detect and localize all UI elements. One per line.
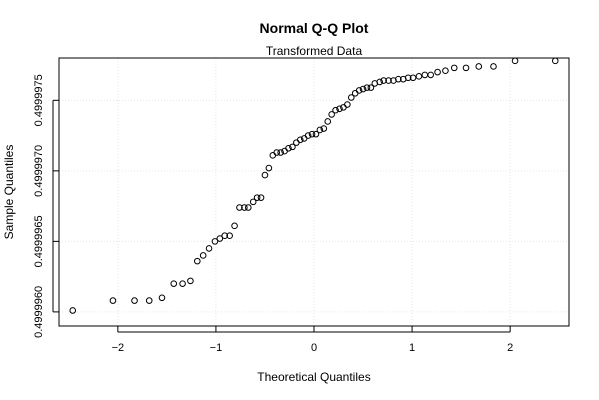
y-tick-label: 0.4999965 bbox=[33, 215, 45, 267]
data-point bbox=[404, 74, 412, 82]
y-axis: 0.4999960 0.4999965 0.4999970 0.4999975 bbox=[33, 74, 59, 338]
data-point bbox=[158, 294, 166, 302]
data-point bbox=[179, 280, 186, 287]
data-point bbox=[359, 85, 367, 93]
data-point bbox=[328, 111, 335, 118]
data-point bbox=[249, 198, 257, 206]
plot-frame bbox=[58, 57, 570, 327]
data-points bbox=[69, 57, 559, 314]
data-point bbox=[236, 204, 243, 211]
data-point bbox=[462, 64, 470, 72]
chart-subtitle: Transformed Data bbox=[266, 44, 363, 58]
data-point bbox=[244, 204, 252, 211]
data-point bbox=[336, 105, 343, 113]
x-axis-label: Theoretical Quantiles bbox=[257, 370, 370, 384]
y-tick-label: 0.4999975 bbox=[33, 74, 45, 126]
data-point bbox=[355, 87, 363, 94]
data-point bbox=[434, 68, 441, 76]
data-point bbox=[221, 232, 229, 240]
data-point bbox=[289, 143, 296, 151]
data-point bbox=[193, 257, 201, 265]
data-point bbox=[395, 75, 402, 83]
data-point bbox=[273, 149, 281, 156]
data-point bbox=[511, 57, 519, 65]
data-point bbox=[312, 130, 320, 138]
data-point bbox=[226, 232, 233, 240]
data-point bbox=[347, 94, 355, 101]
data-point bbox=[385, 77, 392, 84]
data-point bbox=[320, 125, 328, 132]
data-point bbox=[409, 74, 417, 82]
data-point bbox=[475, 63, 483, 70]
data-point bbox=[109, 297, 117, 304]
x-axis: −2 −1 0 1 2 bbox=[112, 326, 513, 354]
data-point bbox=[344, 101, 351, 108]
data-point bbox=[277, 149, 284, 156]
data-point bbox=[253, 194, 261, 201]
x-tick-label: 0 bbox=[311, 342, 317, 354]
y-tick-label: 0.4999970 bbox=[33, 145, 45, 197]
data-point bbox=[269, 152, 277, 159]
data-point bbox=[380, 77, 387, 84]
data-point bbox=[415, 73, 423, 80]
data-point bbox=[293, 139, 300, 146]
data-point bbox=[376, 78, 384, 86]
data-point bbox=[145, 297, 153, 304]
data-point bbox=[308, 130, 316, 138]
data-point bbox=[170, 280, 178, 287]
data-point bbox=[490, 63, 497, 70]
chart-title: Normal Q-Q Plot bbox=[260, 20, 369, 36]
y-tick-label: 0.4999960 bbox=[33, 286, 45, 338]
data-point bbox=[211, 238, 219, 245]
data-point bbox=[257, 194, 265, 201]
x-tick-label: −2 bbox=[112, 342, 125, 354]
data-point bbox=[199, 252, 207, 259]
x-tick-label: 2 bbox=[507, 342, 513, 354]
data-point bbox=[131, 297, 138, 304]
data-point bbox=[363, 84, 371, 91]
x-tick-label: 1 bbox=[409, 342, 415, 354]
grid bbox=[59, 58, 569, 326]
data-point bbox=[304, 132, 312, 139]
data-point bbox=[316, 126, 324, 134]
data-point bbox=[450, 64, 458, 72]
data-point bbox=[351, 89, 359, 97]
data-point bbox=[261, 171, 269, 179]
data-point bbox=[421, 71, 429, 79]
data-point bbox=[427, 71, 435, 79]
data-point bbox=[69, 307, 77, 314]
data-point bbox=[216, 235, 224, 242]
data-point bbox=[205, 245, 213, 252]
data-point bbox=[551, 57, 559, 65]
data-point bbox=[265, 164, 273, 172]
data-point bbox=[285, 144, 292, 152]
data-point bbox=[296, 136, 304, 144]
data-point bbox=[332, 106, 339, 114]
data-point bbox=[241, 204, 248, 211]
data-point bbox=[187, 277, 194, 285]
data-point bbox=[367, 84, 375, 91]
data-point bbox=[231, 222, 238, 230]
data-point bbox=[442, 67, 449, 74]
x-tick-label: −1 bbox=[210, 342, 223, 354]
data-point bbox=[324, 118, 332, 125]
y-axis-label: Sample Quantiles bbox=[2, 145, 16, 240]
